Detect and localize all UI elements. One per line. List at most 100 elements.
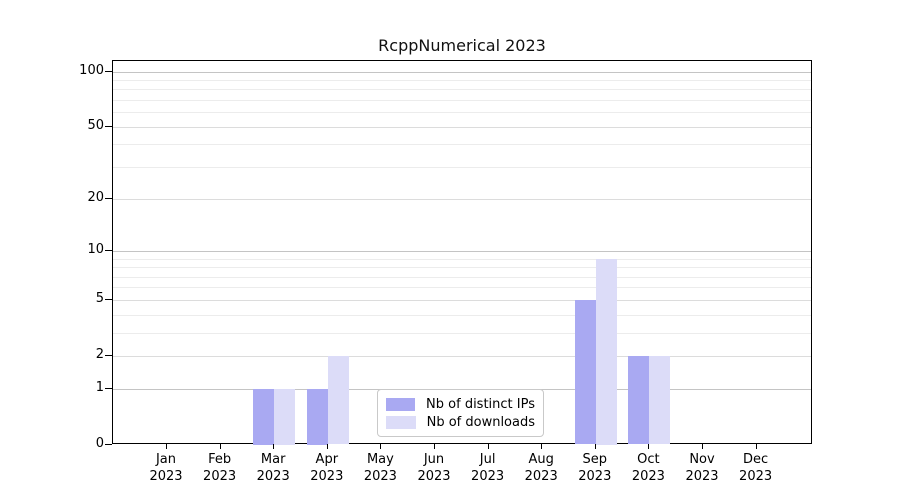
bar-downloads-apr bbox=[327, 355, 349, 445]
x-tick-aug bbox=[541, 444, 543, 449]
legend-swatch-distinct-ips bbox=[386, 397, 416, 411]
bar-distinct-ips-apr bbox=[306, 388, 328, 445]
minor-gridline-3 bbox=[113, 332, 811, 334]
x-label-month: Feb bbox=[208, 451, 232, 467]
x-tick-label-feb: Feb 2023 bbox=[188, 451, 252, 485]
x-label-year: 2023 bbox=[739, 468, 773, 484]
legend-swatch-downloads bbox=[386, 415, 416, 429]
x-tick-oct bbox=[648, 444, 650, 449]
y-tick-label-2: 2 bbox=[95, 346, 104, 362]
y-tick-5 bbox=[105, 298, 112, 300]
x-tick-label-aug: Aug 2023 bbox=[509, 451, 573, 485]
bar-distinct-ips-oct bbox=[628, 355, 650, 445]
x-label-year: 2023 bbox=[256, 468, 290, 484]
gridline-10 bbox=[113, 250, 811, 252]
x-tick-label-jan: Jan 2023 bbox=[134, 451, 198, 485]
x-label-year: 2023 bbox=[524, 468, 558, 484]
x-tick-label-sep: Sep 2023 bbox=[563, 451, 627, 485]
minor-gridline-7 bbox=[113, 276, 811, 278]
bar-downloads-oct bbox=[649, 355, 671, 445]
x-tick-mar bbox=[273, 444, 275, 449]
gridline-20 bbox=[113, 198, 811, 200]
y-tick-0 bbox=[105, 443, 112, 445]
x-label-month: Oct bbox=[637, 451, 660, 467]
x-tick-label-apr: Apr 2023 bbox=[295, 451, 359, 485]
y-tick-10 bbox=[105, 249, 112, 251]
x-tick-label-dec: Dec 2023 bbox=[724, 451, 788, 485]
y-tick-1 bbox=[105, 387, 112, 389]
x-tick-label-oct: Oct 2023 bbox=[616, 451, 680, 485]
x-label-month: Jul bbox=[479, 451, 496, 467]
x-tick-jan bbox=[166, 444, 167, 449]
bar-distinct-ips-sep bbox=[574, 299, 596, 445]
x-tick-label-jul: Jul 2023 bbox=[456, 451, 520, 485]
minor-gridline-6 bbox=[113, 287, 811, 289]
x-label-month: Jan bbox=[155, 451, 177, 467]
x-tick-feb bbox=[219, 444, 221, 449]
x-label-year: 2023 bbox=[417, 468, 451, 484]
legend: Nb of distinct IPs Nb of downloads bbox=[377, 389, 544, 437]
x-label-year: 2023 bbox=[203, 468, 237, 484]
y-tick-20 bbox=[105, 197, 112, 199]
x-label-year: 2023 bbox=[578, 468, 612, 484]
legend-item-distinct-ips: Nb of distinct IPs bbox=[386, 397, 535, 412]
minor-gridline-4 bbox=[113, 314, 811, 316]
x-tick-jun bbox=[434, 444, 435, 449]
x-label-month: Sep bbox=[582, 451, 608, 467]
minor-gridline-30 bbox=[113, 167, 811, 168]
y-tick-100 bbox=[105, 70, 112, 72]
y-tick-label-5: 5 bbox=[95, 290, 104, 306]
x-label-year: 2023 bbox=[149, 468, 183, 484]
legend-label-downloads: Nb of downloads bbox=[426, 414, 535, 430]
minor-gridline-90 bbox=[113, 80, 811, 81]
x-tick-nov bbox=[702, 444, 703, 449]
minor-gridline-8 bbox=[113, 267, 811, 268]
y-tick-label-20: 20 bbox=[87, 189, 104, 205]
x-label-year: 2023 bbox=[471, 468, 505, 484]
x-label-year: 2023 bbox=[310, 468, 344, 484]
x-label-month: Apr bbox=[315, 451, 339, 467]
x-label-month: Mar bbox=[260, 451, 286, 467]
x-tick-label-may: May 2023 bbox=[348, 451, 412, 485]
x-tick-apr bbox=[326, 444, 328, 449]
y-tick-50 bbox=[105, 125, 112, 127]
x-label-month: May bbox=[366, 451, 394, 467]
minor-gridline-9 bbox=[113, 258, 811, 260]
y-tick-label-1: 1 bbox=[95, 379, 104, 395]
y-tick-label-50: 50 bbox=[87, 117, 104, 133]
x-label-year: 2023 bbox=[363, 468, 397, 484]
gridline-50 bbox=[113, 126, 811, 128]
y-tick-2 bbox=[105, 354, 112, 356]
legend-item-downloads: Nb of downloads bbox=[386, 415, 535, 430]
x-label-month: Aug bbox=[528, 451, 554, 467]
x-label-month: Dec bbox=[743, 451, 769, 467]
legend-label-distinct-ips: Nb of distinct IPs bbox=[426, 396, 535, 412]
gridline-5 bbox=[113, 299, 811, 301]
x-tick-label-mar: Mar 2023 bbox=[241, 451, 305, 485]
x-tick-label-jun: Jun 2023 bbox=[402, 451, 466, 485]
minor-gridline-80 bbox=[113, 89, 811, 91]
minor-gridline-40 bbox=[113, 144, 811, 146]
bar-downloads-sep bbox=[595, 258, 617, 445]
x-label-year: 2023 bbox=[631, 468, 665, 484]
x-tick-sep bbox=[594, 444, 596, 449]
chart-title: RcppNumerical 2023 bbox=[378, 36, 546, 55]
minor-gridline-70 bbox=[113, 100, 811, 102]
x-tick-label-nov: Nov 2023 bbox=[670, 451, 734, 485]
x-tick-may bbox=[380, 444, 382, 449]
x-label-year: 2023 bbox=[685, 468, 719, 484]
y-tick-label-0: 0 bbox=[95, 435, 104, 451]
bar-distinct-ips-mar bbox=[253, 388, 275, 445]
x-tick-jul bbox=[487, 444, 489, 449]
x-label-month: Jun bbox=[423, 451, 445, 467]
gridline-100 bbox=[113, 71, 811, 73]
y-tick-label-10: 10 bbox=[87, 241, 104, 257]
gridline-2 bbox=[113, 355, 811, 357]
y-tick-label-100: 100 bbox=[79, 62, 104, 78]
minor-gridline-60 bbox=[113, 112, 811, 114]
plot-area bbox=[112, 60, 812, 445]
x-tick-dec bbox=[755, 444, 757, 449]
x-label-month: Nov bbox=[689, 451, 715, 467]
bar-downloads-mar bbox=[274, 388, 296, 445]
